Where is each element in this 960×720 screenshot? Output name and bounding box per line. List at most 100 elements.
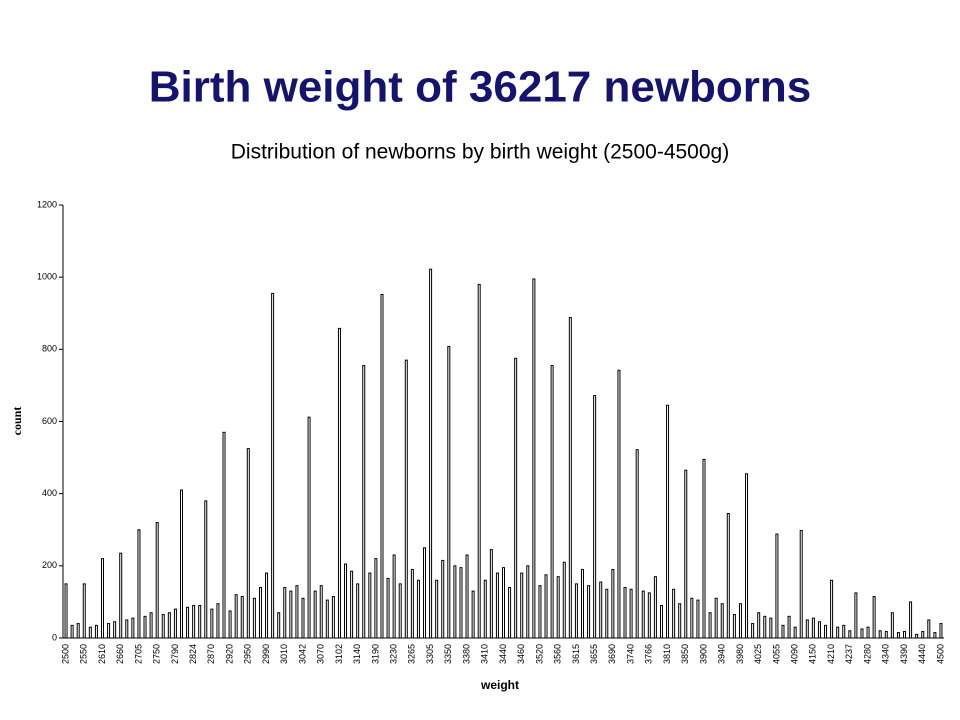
bar — [447, 345, 451, 639]
bar — [94, 624, 98, 639]
bar — [805, 619, 809, 639]
bar — [860, 628, 864, 639]
bar — [824, 624, 828, 639]
x-tick-label: 3850 — [680, 644, 690, 664]
bar — [125, 619, 129, 639]
bar — [508, 586, 512, 639]
bar — [684, 469, 688, 639]
x-tick-label: 2920 — [224, 644, 234, 664]
bar — [611, 568, 615, 639]
bar — [678, 603, 682, 639]
bar — [167, 612, 171, 639]
bar — [362, 365, 366, 639]
bar — [423, 547, 427, 639]
bar — [477, 283, 481, 639]
x-tick-label: 4237 — [844, 644, 854, 664]
y-axis-label: count — [10, 407, 24, 436]
bar — [793, 626, 797, 639]
bar — [599, 581, 603, 639]
y-tick-label: 400 — [42, 488, 57, 498]
bar — [380, 293, 384, 639]
bar — [137, 529, 141, 639]
x-tick-label: 4390 — [899, 644, 909, 664]
x-tick-label: 2610 — [97, 644, 107, 664]
bar — [550, 365, 554, 639]
bar — [659, 605, 663, 639]
bar — [890, 612, 894, 639]
bar — [799, 529, 803, 639]
bar — [769, 617, 773, 639]
x-tick-label: 3190 — [370, 644, 380, 664]
bar — [666, 404, 670, 639]
bar — [763, 615, 767, 639]
x-tick-label: 3440 — [498, 644, 508, 664]
bar — [374, 558, 378, 639]
bar — [277, 612, 281, 639]
bar — [745, 473, 749, 639]
bar — [222, 431, 226, 639]
slide-title: Birth weight of 36217 newborns — [149, 63, 812, 112]
bar — [483, 579, 487, 639]
x-tick-label: 2870 — [206, 644, 216, 664]
bar — [617, 369, 621, 639]
x-tick-label: 2550 — [79, 644, 89, 664]
x-tick-label: 2790 — [170, 644, 180, 664]
bar — [216, 603, 220, 639]
x-tick-label: 4280 — [862, 644, 872, 664]
bar — [751, 623, 755, 639]
bar — [672, 588, 676, 639]
x-tick-label: 3380 — [461, 644, 471, 664]
x-tick-label: 3940 — [717, 644, 727, 664]
bar — [939, 623, 943, 639]
bar — [350, 570, 354, 639]
bar — [623, 586, 627, 639]
bar — [271, 292, 275, 639]
x-tick-label: 3140 — [352, 644, 362, 664]
x-tick-label: 3980 — [735, 644, 745, 664]
bar — [228, 610, 232, 639]
bar — [556, 576, 560, 639]
y-tick-label: 200 — [42, 560, 57, 570]
bar — [386, 577, 390, 639]
bar — [82, 583, 86, 639]
bar — [289, 590, 293, 639]
bar — [811, 617, 815, 639]
bar — [204, 500, 208, 639]
bar — [295, 585, 299, 639]
x-tick-label: 4090 — [790, 644, 800, 664]
bar — [568, 317, 572, 639]
bar — [757, 612, 761, 639]
bar — [732, 614, 736, 639]
bar — [489, 549, 493, 639]
bar — [647, 592, 651, 639]
bar — [410, 568, 414, 639]
y-tick-label: 600 — [42, 416, 57, 426]
x-tick-label: 2660 — [115, 644, 125, 664]
x-tick-label: 2950 — [243, 644, 253, 664]
x-tick-label: 4150 — [808, 644, 818, 664]
bar — [307, 416, 311, 639]
bar — [714, 597, 718, 639]
x-tick-label: 3740 — [625, 644, 635, 664]
bar — [502, 567, 505, 639]
x-tick-label: 3560 — [553, 644, 563, 664]
bar — [252, 597, 256, 639]
bar — [842, 624, 846, 639]
bar — [179, 489, 183, 639]
bar — [429, 268, 433, 639]
bar — [775, 533, 779, 639]
x-tick-label: 2824 — [188, 644, 198, 664]
bar — [192, 605, 196, 639]
bar — [854, 592, 858, 639]
bar — [587, 585, 591, 639]
bar — [726, 513, 730, 639]
bar — [544, 574, 548, 639]
bar — [143, 615, 147, 639]
x-tick-label: 3690 — [607, 644, 617, 664]
bar — [520, 572, 524, 639]
x-tick-label: 3410 — [480, 644, 490, 664]
bar — [76, 623, 80, 639]
bar — [605, 588, 609, 639]
x-tick-label: 3655 — [589, 644, 599, 664]
bar — [836, 626, 840, 639]
